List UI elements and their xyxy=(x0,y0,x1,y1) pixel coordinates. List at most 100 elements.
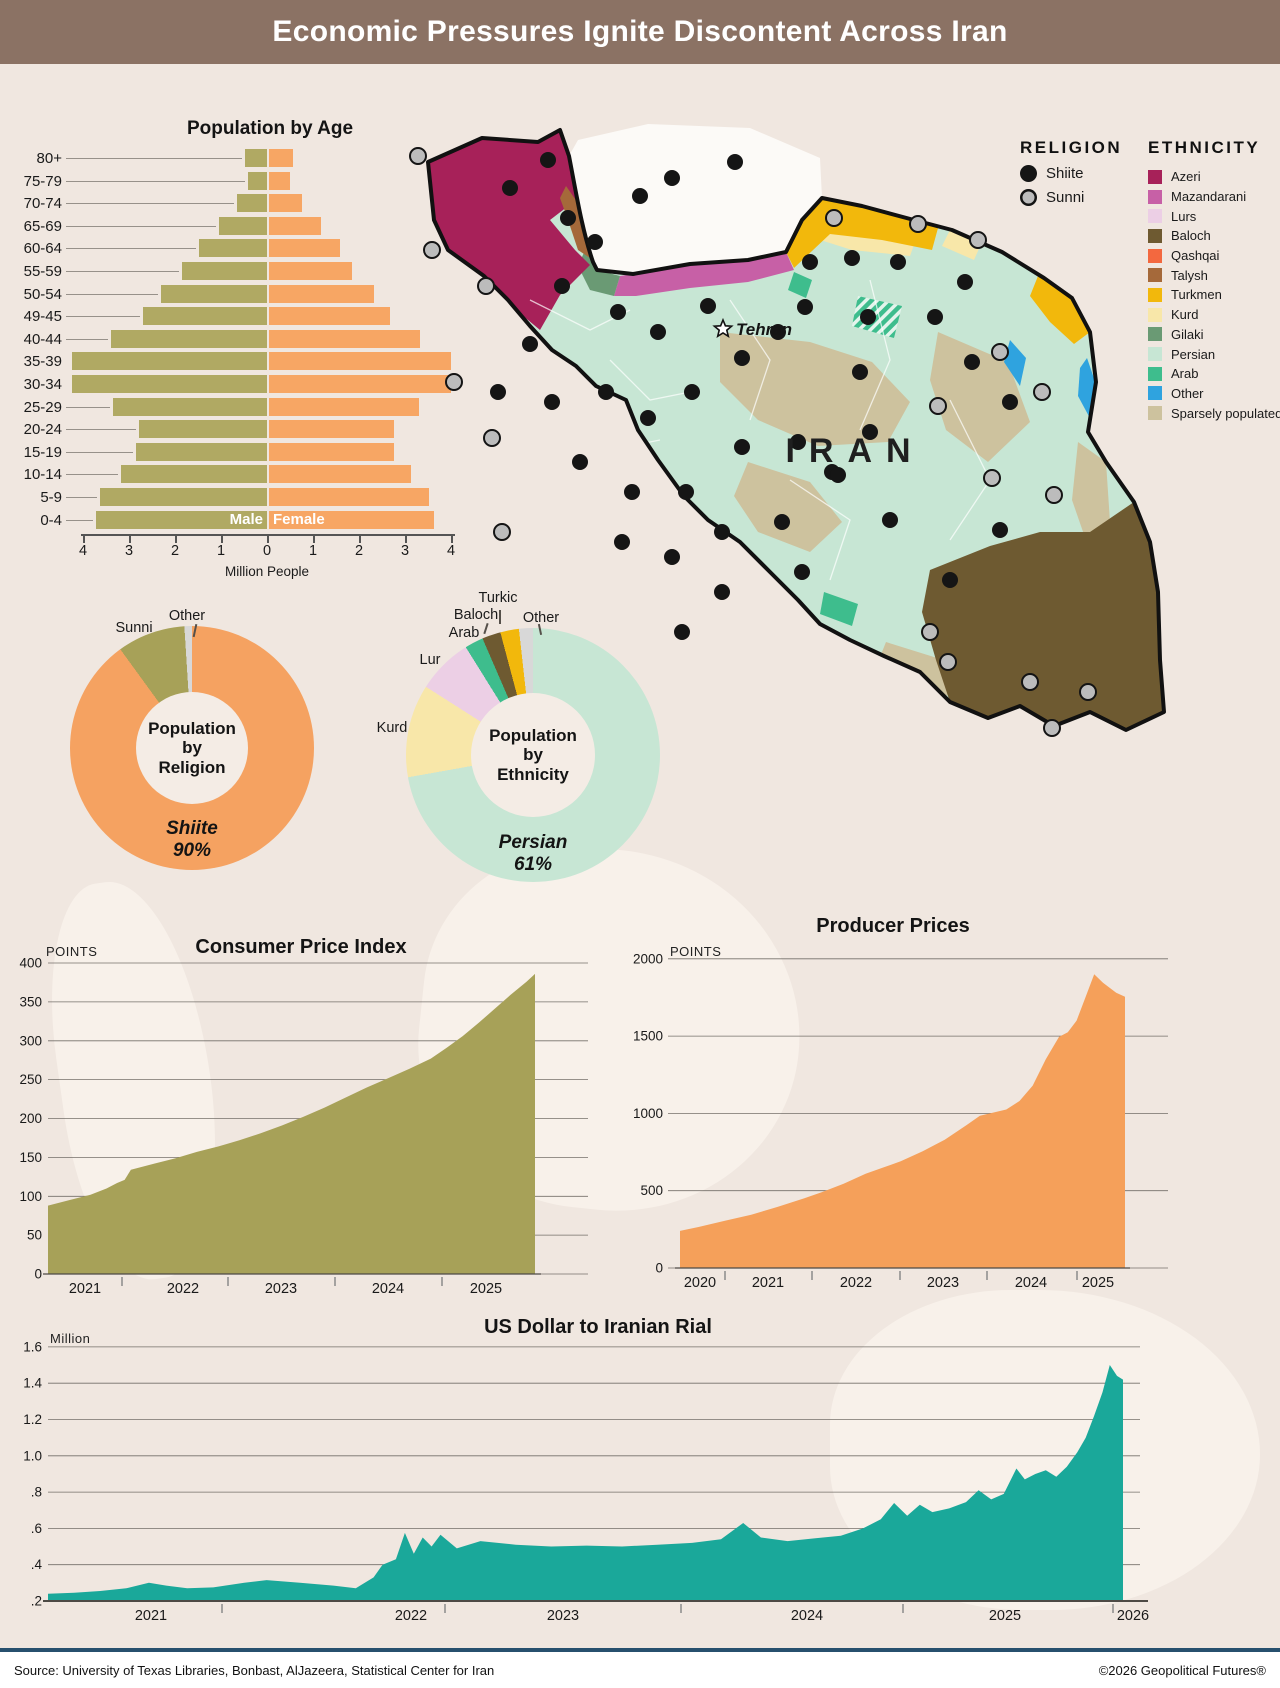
pyramid-row: 49-45 xyxy=(20,305,470,327)
shiite-dot xyxy=(522,336,538,352)
ethnicity-highlight: Persian 61% xyxy=(498,832,568,875)
pyramid-axis-tick xyxy=(83,536,85,543)
religion-legend-label: Shiite xyxy=(1046,165,1084,182)
ethnicity-legend-label: Other xyxy=(1171,385,1204,401)
pyramid-row: 75-79 xyxy=(20,170,470,192)
shiite-dot xyxy=(797,299,813,315)
cpi-ytick-label: 250 xyxy=(19,1072,42,1087)
pyramid-row: 35-39 xyxy=(20,350,470,372)
female-bar xyxy=(269,307,390,326)
pyramid-axis-tick xyxy=(221,536,223,543)
footer-divider xyxy=(0,1648,1280,1652)
baloch-callout: Baloch xyxy=(453,607,499,623)
cpi-ytick-label: 400 xyxy=(19,956,42,971)
shiite-dot xyxy=(844,250,860,266)
ethnicity-donut: Population by Ethnicity Persian 61% Kurd… xyxy=(377,590,660,882)
cpi-ytick-label: 50 xyxy=(27,1228,42,1243)
shiite-dot xyxy=(830,467,846,483)
cpi-year-label: 2021 xyxy=(69,1281,101,1297)
pyramid-title: Population by Age xyxy=(186,118,354,139)
female-bar xyxy=(269,216,321,235)
sunni-dot xyxy=(1021,673,1039,691)
pyramid-age-label: 75-79 xyxy=(23,172,62,190)
male-bar xyxy=(142,307,267,326)
shiite-dot xyxy=(700,298,716,314)
religion-legend-item: Shiite xyxy=(1020,165,1130,182)
pyramid-row: 15-19 xyxy=(20,441,470,463)
male-bar xyxy=(244,149,267,167)
ethnicity-swatch xyxy=(1148,169,1162,184)
male-bar xyxy=(100,488,267,506)
shiite-dot xyxy=(632,188,648,204)
ppi-year-label: 2021 xyxy=(752,1275,784,1291)
ethnicity-legend-item: Other xyxy=(1148,384,1280,404)
female-bar xyxy=(269,352,451,371)
pyramid-axis-tick xyxy=(451,536,453,543)
religion-legend-label: Sunni xyxy=(1046,189,1085,206)
male-bar xyxy=(135,442,267,461)
pyramid-row: 40-44 xyxy=(20,328,470,350)
ethnicity-legend-label: Kurd xyxy=(1171,307,1199,323)
pyramid-axis-tick xyxy=(313,536,315,543)
ethnicity-legend-item: Kurd xyxy=(1148,305,1280,325)
ethnicity-legend-label: Persian xyxy=(1171,346,1216,362)
iran-map: Tehran IRAN RELIGION Shiite Sunni ETHNICI… xyxy=(390,100,1280,790)
cpi-unit-label: POINTS xyxy=(46,944,98,959)
shiite-dot xyxy=(610,304,626,320)
sunni-dot xyxy=(909,215,927,233)
shiite-dot xyxy=(684,384,700,400)
shiite-dot xyxy=(664,549,680,565)
shiite-dot xyxy=(640,410,656,426)
pyramid-leader-line xyxy=(66,203,235,205)
usd-year-label: 2022 xyxy=(395,1608,427,1624)
cpi-year-label: 2024 xyxy=(372,1281,404,1297)
pyramid-axis-line xyxy=(81,534,455,536)
shiite-dot xyxy=(1002,394,1018,410)
ppi-year-label: 2023 xyxy=(927,1275,959,1291)
pyramid-row: 10-14 xyxy=(20,463,470,485)
footer: Source: University of Texas Libraries, B… xyxy=(0,1652,1280,1688)
sunni-dot xyxy=(969,231,987,249)
religion-donut: Population by Religion Shiite 90% Sunni … xyxy=(70,608,314,870)
arab-callout: Arab xyxy=(448,625,480,641)
copyright-note: ©2026 Geopolitical Futures® xyxy=(1098,1662,1266,1678)
pyramid-row: 50-54 xyxy=(20,283,470,305)
female-bar xyxy=(269,329,420,348)
pyramid-leader-line xyxy=(66,429,137,431)
female-bar xyxy=(269,510,434,529)
ppi-year-label: 2020 xyxy=(684,1275,716,1291)
shiite-dot xyxy=(794,564,810,580)
background-landmass xyxy=(830,1290,1260,1610)
ethnicity-legend-item: Azeri xyxy=(1148,167,1280,187)
other-callout: Other xyxy=(522,610,560,626)
sunni-dot xyxy=(983,469,1001,487)
usd-unit-label: Million xyxy=(50,1331,91,1346)
pyramid-age-label: 5-9 xyxy=(40,489,62,506)
ethnicity-donut-hole: Population by Ethnicity xyxy=(471,693,595,817)
female-bar xyxy=(269,375,451,393)
usd-ytick-label: .6 xyxy=(31,1521,42,1536)
religion-legend-title: RELIGION xyxy=(1020,138,1123,157)
pyramid-row: 30-34 xyxy=(20,373,470,395)
male-bar xyxy=(120,465,267,484)
male-bar xyxy=(110,329,267,348)
ethnicity-legend-title: ETHNICITY xyxy=(1148,138,1261,157)
sunni-dot xyxy=(929,397,947,415)
pyramid-row: 60-64 xyxy=(20,237,470,259)
ethnicity-legend-item: Talysh xyxy=(1148,265,1280,285)
pyramid-axis-tick-label: 4 xyxy=(446,543,456,559)
ethnicity-swatch xyxy=(1148,347,1162,362)
shiite-dot xyxy=(502,180,518,196)
cpi-year-label: 2022 xyxy=(167,1281,199,1297)
male-bar xyxy=(95,510,267,529)
female-bar xyxy=(269,488,430,506)
tehran-label: Tehran xyxy=(736,320,792,339)
kurd-callout: Kurd xyxy=(376,720,408,736)
ethnicity-swatch xyxy=(1148,228,1162,243)
pyramid-row: 5-9 xyxy=(20,486,470,508)
usd-ytick-label: 1.6 xyxy=(23,1339,42,1354)
pyramid-row: 70-74 xyxy=(20,192,470,214)
female-bar xyxy=(269,465,411,484)
pyramid-axis-tick-label: 1 xyxy=(308,543,318,559)
shiite-dot xyxy=(770,324,786,340)
